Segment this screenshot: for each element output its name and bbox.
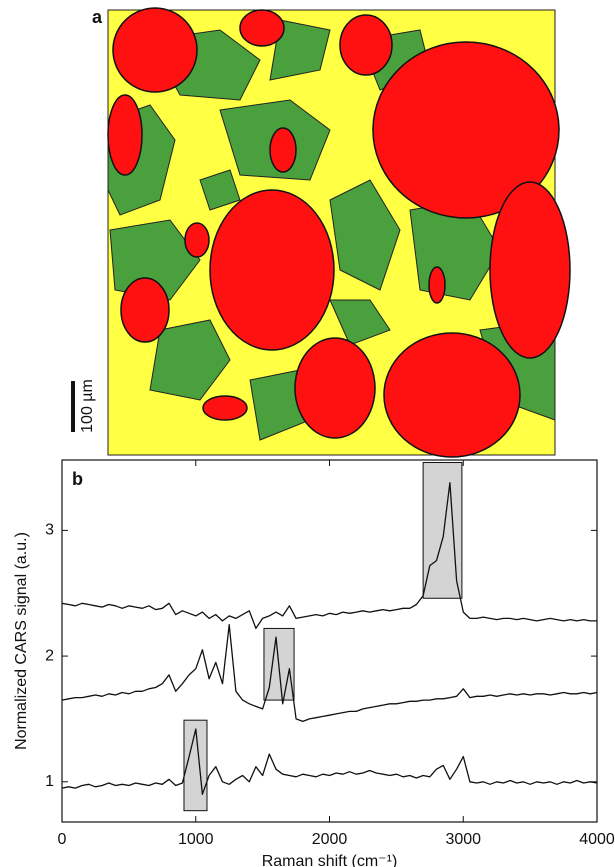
y-tick-label: 3 xyxy=(45,522,54,539)
panel-label: b xyxy=(72,469,83,489)
y-tick-label: 1 xyxy=(45,773,54,790)
spectrum-line xyxy=(61,728,598,795)
x-tick-label: 0 xyxy=(58,831,67,848)
chart: b 0 1000 2000 3000 4000 1 2 3 Raman shift (cm⁻¹) N… xyxy=(13,459,615,867)
x-tick-label: 3000 xyxy=(445,831,481,848)
spectrum-line xyxy=(61,481,597,630)
segmentation-map xyxy=(107,7,571,458)
highlight-region xyxy=(422,462,463,599)
y-tick-label: 2 xyxy=(45,647,54,664)
spectrum-line xyxy=(61,624,598,723)
x-tick-label: 4000 xyxy=(579,831,615,848)
plot-frame xyxy=(61,459,598,823)
scale-bar-label: 100 µm xyxy=(79,379,96,433)
x-axis-label: Raman shift (cm⁻¹) xyxy=(262,853,398,867)
y-axis-label: Normalized CARS signal (a.u.) xyxy=(13,532,30,750)
x-tick-label: 2000 xyxy=(312,831,348,848)
x-tick-label: 1000 xyxy=(178,831,214,848)
panel-label: a xyxy=(92,7,103,27)
